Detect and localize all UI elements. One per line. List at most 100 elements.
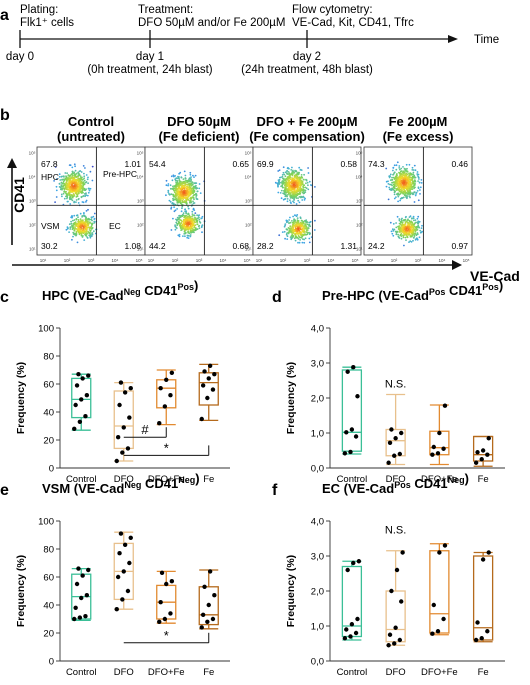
flow-event-dot [84,223,86,226]
flow-event-dot [284,190,287,192]
flow-event-dot [416,229,419,231]
data-point [83,614,88,619]
flow-event-dot [404,232,406,235]
flow-event-dot [190,180,193,182]
flow-event-dot [83,225,86,227]
flow-event-dot [411,181,414,184]
flow-event-dot [303,178,305,181]
flow-event-dot [302,226,305,229]
data-point [389,427,394,432]
data-point [473,637,479,643]
flow-density-dots [53,163,98,244]
flow-x-tick-label: 10⁵ [352,258,359,263]
data-point [84,393,90,398]
flow-event-dot [420,182,423,184]
flow-event-dot [405,188,408,191]
flow-event-dot [182,180,185,183]
flow-event-dot [305,224,307,227]
flow-event-dot [172,175,175,178]
flow-event-dot [172,202,175,205]
flow-event-dot [413,219,415,222]
flow-density-dots [274,166,316,244]
flow-plot-title: DFO + Fe 200µM [256,114,357,129]
flow-event-dot [405,215,407,218]
flow-event-dot [70,198,73,201]
flow-event-dot [393,164,396,167]
flow-event-dot [88,188,90,190]
flow-event-dot [309,225,312,228]
flow-event-dot [413,183,415,185]
flow-event-dot [173,191,176,194]
flow-event-dot [175,183,178,186]
data-point [199,625,204,630]
flow-event-dot [177,234,180,237]
significance-label: N.S. [385,379,406,391]
box-dfo [113,531,134,612]
flow-event-dot [403,194,406,197]
flow-event-dot [77,198,80,201]
flow-event-dot [402,191,405,194]
vecad-axis-label: VE-Cad [470,268,520,284]
flow-event-dot [396,161,399,164]
flow-event-dot [301,188,304,191]
title-part: ) [499,278,503,293]
flow-event-dot [417,199,420,202]
flow-event-dot [301,191,304,194]
flow-event-dot [393,172,395,175]
flow-event-dot [289,192,292,195]
data-point [125,588,131,594]
panel-a: a Plating: Flk1⁺ cells Treatment: DFO 50… [0,4,499,76]
data-point [393,436,398,441]
flow-event-dot [397,233,399,236]
flow-event-dot [92,230,95,233]
flow-event-dot [78,192,80,195]
flow-event-dot [180,190,183,192]
flow-event-dot [385,167,388,170]
flow-event-dot [87,226,90,229]
flow-event-dot [392,169,394,172]
y-tick-label: 4,0 [311,517,324,528]
flow-event-dot [183,231,186,233]
flow-event-dot [286,169,288,172]
quadrant-name: HPC [41,172,59,182]
flow-event-dot [394,181,397,184]
flow-event-dot [185,202,188,205]
flow-event-dot [61,175,63,178]
flow-event-dot [392,234,395,237]
flow-event-dot [83,179,86,182]
flow-event-dot [62,182,65,185]
flow-event-dot [73,187,76,190]
panel-b-letter: b [0,107,10,124]
data-point [207,363,213,368]
flow-event-dot [395,231,398,234]
flow-event-dot [418,178,420,180]
flow-event-dot [181,201,184,204]
flow-event-dot [183,170,186,173]
flow-event-dot [172,188,175,191]
flow-event-dot [88,189,91,192]
flow-event-dot [83,183,85,186]
flow-event-dot [291,234,294,237]
flow-event-dot [286,228,289,231]
flow-event-dot [292,179,294,182]
data-point [349,427,355,432]
flow-event-dot [81,231,84,234]
flow-event-dot [413,184,415,187]
flow-event-dot [82,225,84,228]
flow-event-dot [304,197,306,200]
flow-event-dot [79,187,82,190]
flow-event-dot [182,198,185,201]
flow-x-tick-label: 10³ [415,258,422,263]
flow-event-dot [77,219,80,221]
flow-event-dot [90,216,93,219]
y-tick-label: 0,0 [311,657,324,668]
flow-y-tick-label: 10⁴ [29,175,36,180]
flow-event-dot [75,234,77,237]
flow-event-dot [188,222,190,224]
data-point [200,383,206,388]
flow-event-dot [407,176,409,179]
flow-event-dot [181,215,184,218]
flow-event-dot [289,221,292,224]
data-point [84,593,90,598]
flow-event-dot [73,185,76,188]
